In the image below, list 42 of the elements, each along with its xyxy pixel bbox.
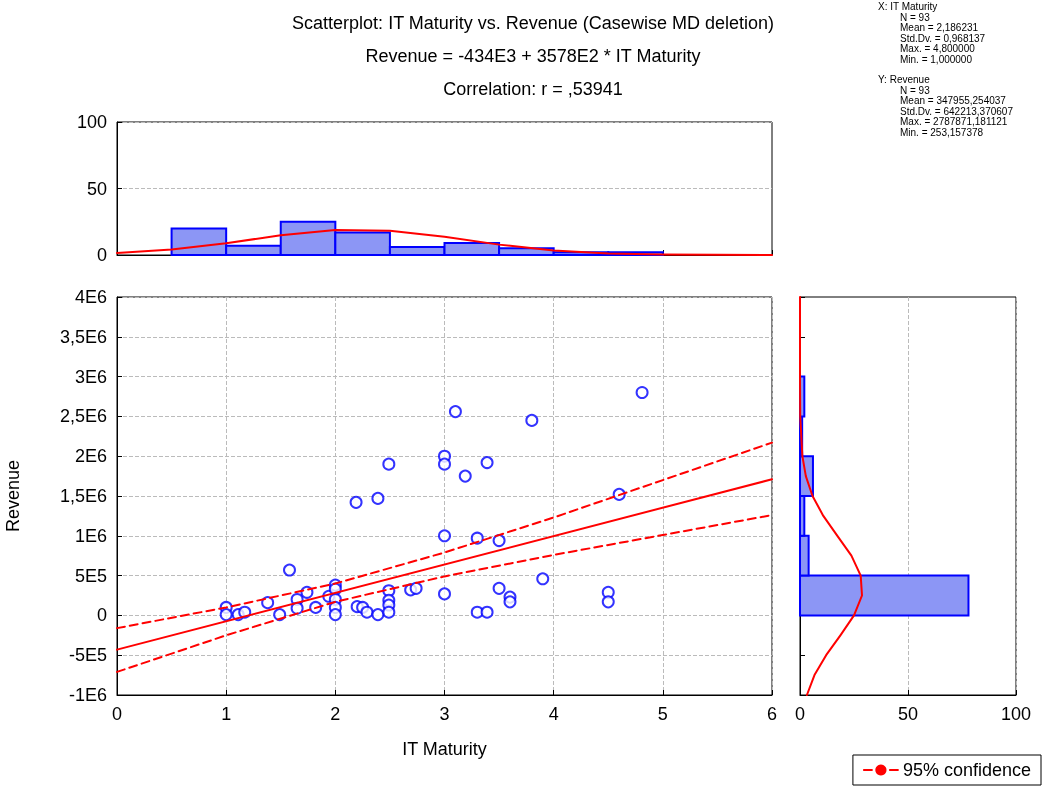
- y-tick-label: 0: [96, 605, 107, 626]
- text: N = 93: [899, 84, 931, 96]
- y-axis-title: Revenue: [3, 459, 23, 533]
- y-tick-label: 5E5: [74, 565, 107, 586]
- y-tick-label: 3,5E6: [59, 326, 107, 347]
- x-tick-label: 100: [1000, 704, 1032, 724]
- text: Min. = 1,000000: [899, 53, 972, 65]
- y-tick-label: 1,5E6: [59, 486, 107, 506]
- y-tick-label: 50: [86, 178, 107, 199]
- text: Correlation: r = ,53941: [443, 79, 623, 99]
- text: N = 93: [899, 11, 930, 23]
- y-tick-label: -5E5: [68, 645, 107, 666]
- text: Min. = 253,157378: [899, 126, 984, 138]
- y-tick-label: 2E6: [74, 446, 107, 467]
- y-tick-label: 0: [96, 245, 107, 265]
- text: Std.Dv. = 642213,370607: [899, 105, 1014, 117]
- x-tick-label: 6: [766, 704, 778, 724]
- text: Max. = 2787871,181121: [899, 116, 1008, 128]
- legend-label: 95% confidence: [902, 760, 1031, 780]
- x-tick-label: 1: [221, 704, 232, 724]
- y-tick-label: 3E6: [74, 366, 107, 387]
- chart-subtitle: Revenue = -434E3 + 3578E2 * IT Maturity: [365, 46, 701, 66]
- text: Max. = 4,800000: [899, 43, 975, 55]
- x-tick-label: 0: [111, 704, 123, 724]
- y-tick-label: -1E6: [68, 685, 107, 705]
- x-tick-label: 0: [794, 704, 806, 724]
- text: Mean = 2,186231: [899, 22, 980, 34]
- y-tick-label: 2,5E6: [59, 406, 107, 427]
- x-tick-label: 4: [548, 704, 559, 724]
- x-tick-label: 2: [330, 704, 341, 724]
- chart-title: Scatterplot: IT Maturity vs. Revenue (Casewise MD deletion): [292, 13, 774, 33]
- y-tick-label: 100: [76, 112, 107, 132]
- x-tick-label: 50: [897, 704, 919, 724]
- text: X: IT Maturity: [877, 1, 939, 13]
- x-axis-title: IT Maturity: [402, 739, 487, 759]
- x-tick-label: 3: [439, 704, 450, 724]
- x-tick-label: 5: [657, 704, 668, 724]
- y-tick-label: 1E6: [74, 525, 107, 546]
- text: Y: Revenue: [877, 74, 931, 86]
- text: Mean = 347955,254037: [899, 95, 1007, 107]
- y-tick-label: 4E6: [74, 287, 107, 307]
- text: Std.Dv. = 0,968137: [899, 32, 987, 44]
